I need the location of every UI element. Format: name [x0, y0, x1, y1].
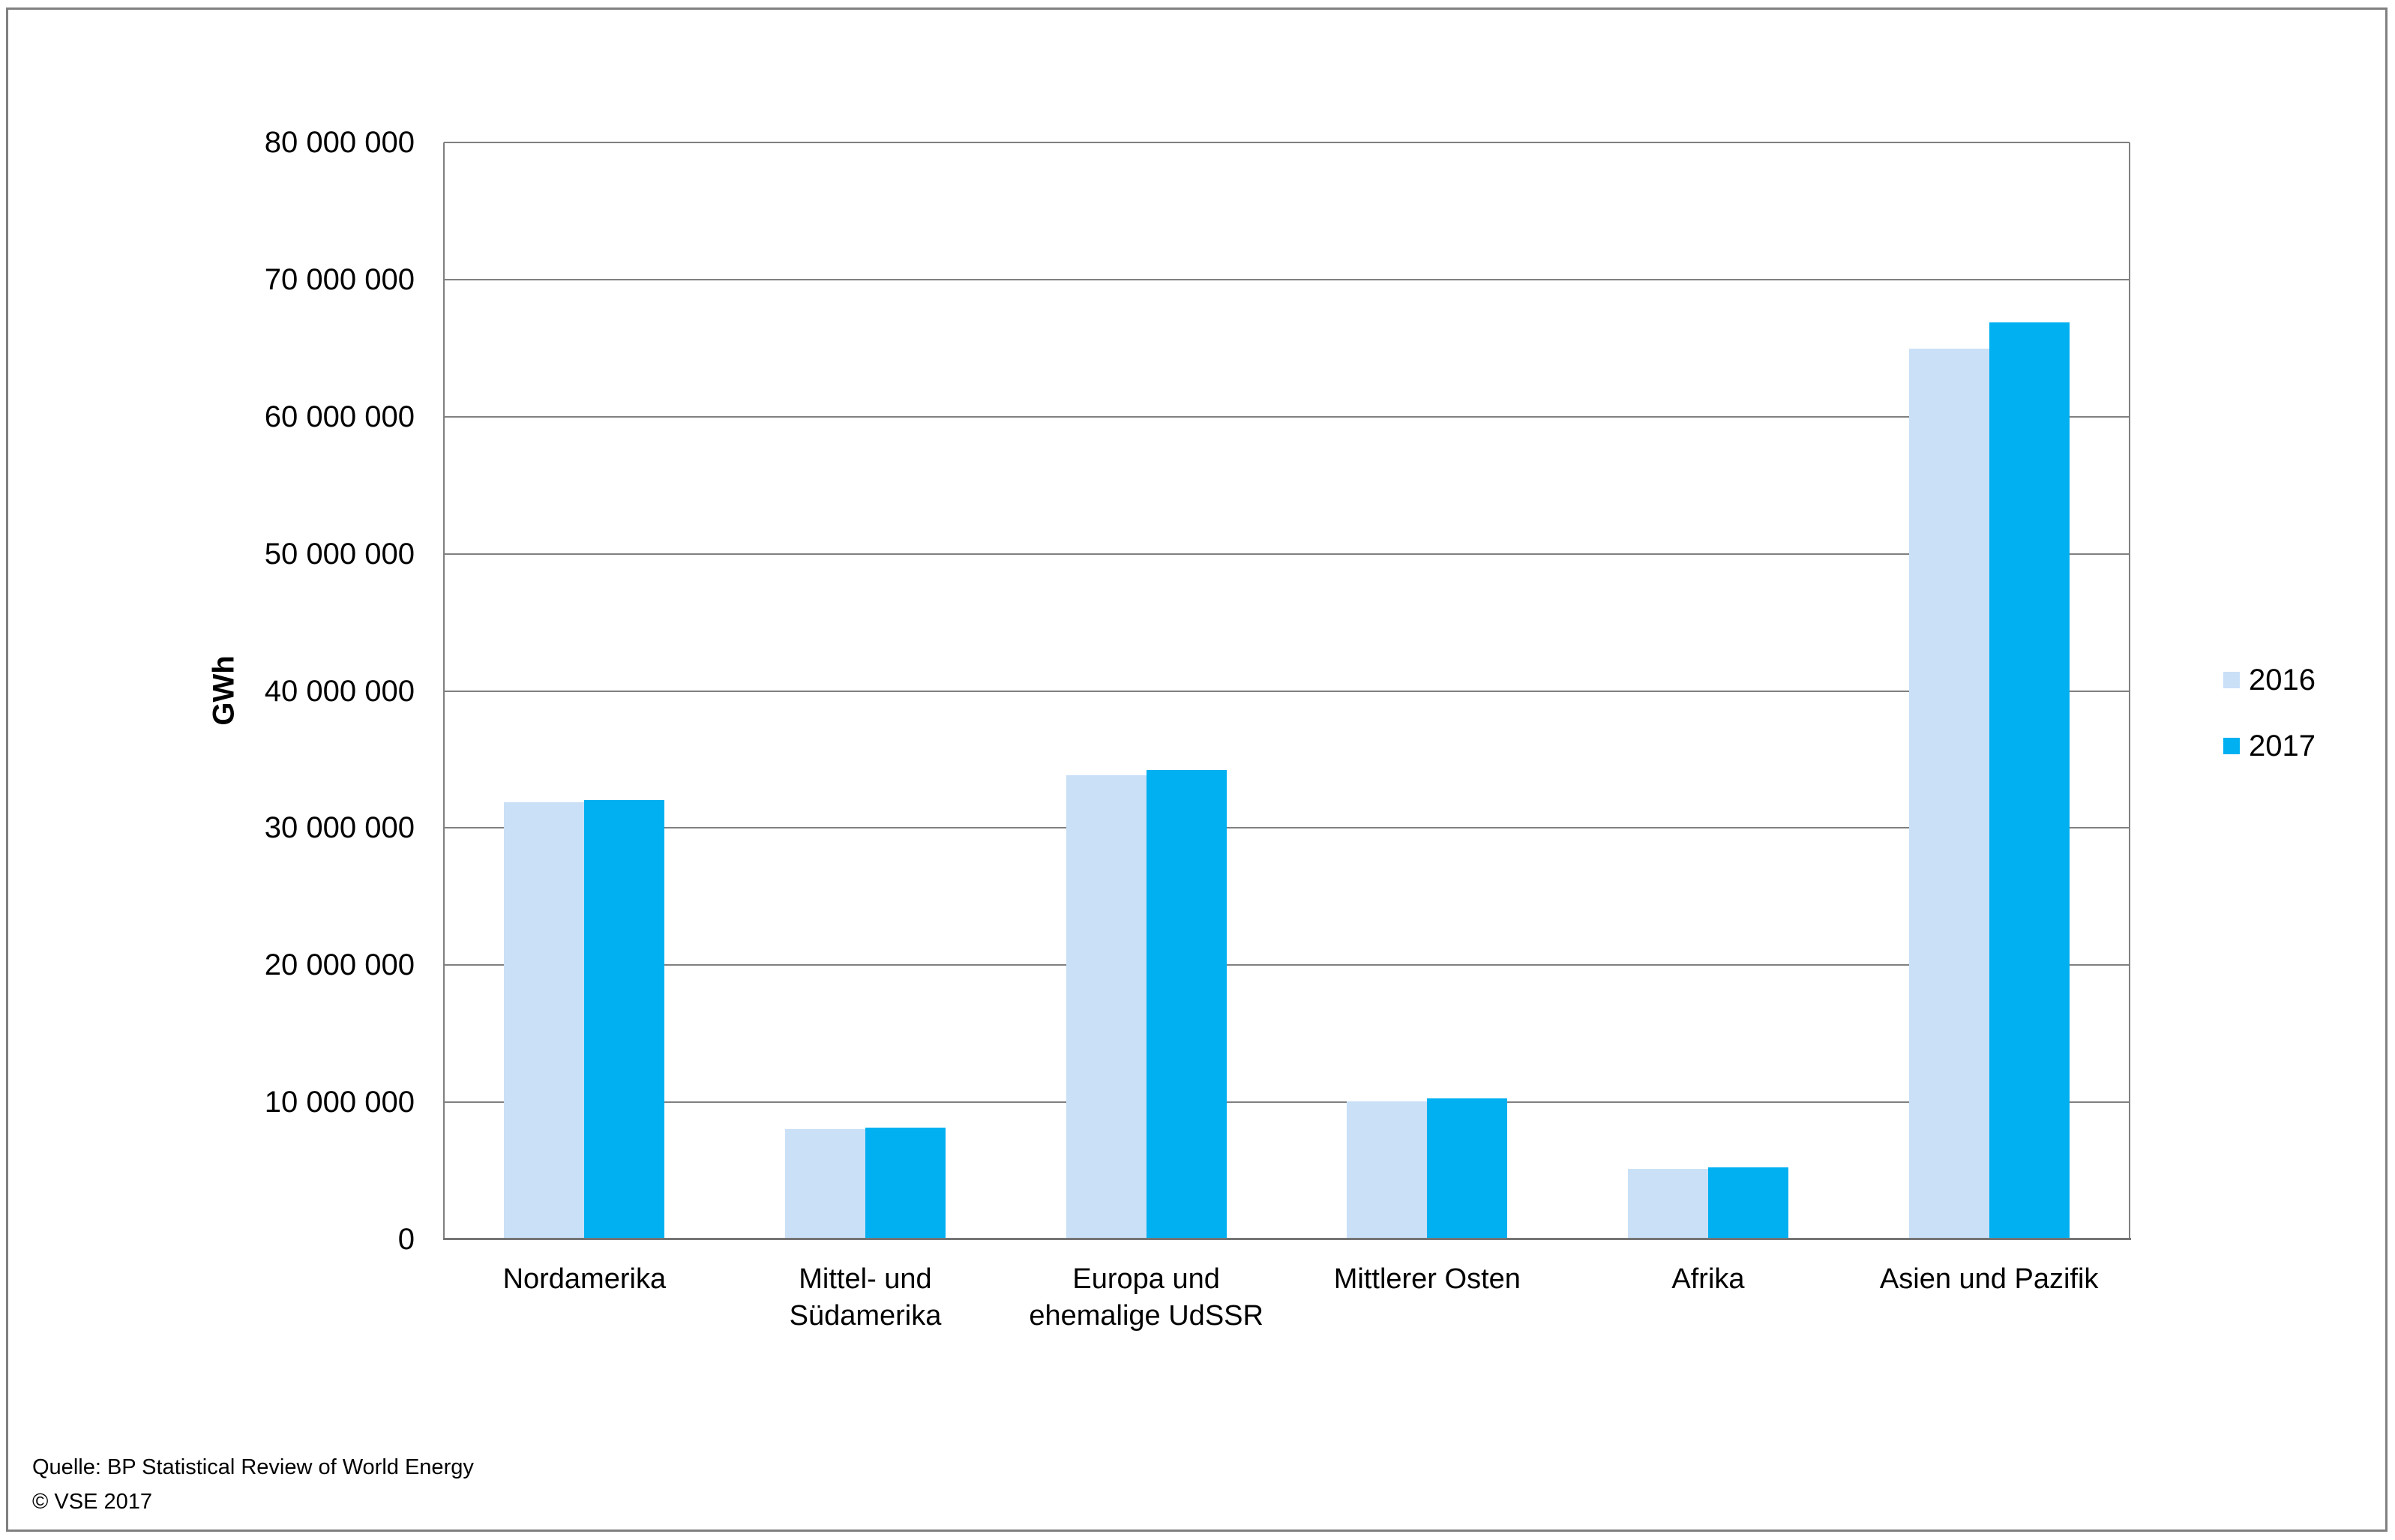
y-tick-label: 40 000 000: [264, 674, 415, 708]
y-axis-line: [443, 142, 445, 1239]
legend-swatch-icon: [2223, 738, 2240, 754]
legend: 2016 2017: [2223, 664, 2316, 796]
gridline: [444, 278, 2130, 280]
gridline: [444, 1101, 2130, 1104]
bar-2016-nordamerika: [504, 802, 585, 1239]
plot-right-border: [2129, 142, 2130, 1239]
gridline: [444, 553, 2130, 555]
y-tick-label: 70 000 000: [264, 262, 415, 296]
legend-label: 2017: [2249, 730, 2316, 763]
gridline: [444, 142, 2130, 143]
source-line-2: © VSE 2017: [32, 1490, 153, 1514]
source-line-1: Quelle: BP Statistical Review of World E…: [32, 1455, 474, 1479]
bar-2017-asien-und-pazifik: [1989, 322, 2070, 1239]
y-tick-label: 20 000 000: [264, 948, 415, 982]
plot-area: [443, 142, 2131, 1240]
x-category-label: Mittel- und Südamerika: [789, 1263, 942, 1332]
x-category-label: Nordamerika: [502, 1263, 667, 1295]
bar-2017-europa-und: [1146, 769, 1227, 1239]
legend-item-2017: 2017: [2223, 730, 2316, 762]
y-tick-label: 50 000 000: [264, 537, 415, 571]
y-tick-label: 60 000 000: [264, 400, 415, 433]
bar-2016-afrika: [1628, 1168, 1708, 1239]
legend-swatch-icon: [2223, 672, 2240, 688]
x-category-label: Asien und Pazifik: [1879, 1263, 2099, 1295]
x-category-label: Mittlerer Osten: [1333, 1263, 1521, 1295]
y-tick-label: 0: [397, 1223, 415, 1256]
y-tick-label: 30 000 000: [264, 811, 415, 845]
gridline: [444, 415, 2130, 418]
bar-2016-mittel-und: [785, 1128, 865, 1239]
bar-2016-asien-und-pazifik: [1908, 349, 1989, 1239]
x-category-label: Europa und ehemalige UdSSR: [1029, 1263, 1263, 1332]
gridline: [444, 827, 2130, 829]
gridline: [444, 690, 2130, 692]
x-axis-line: [443, 1238, 2131, 1240]
gridline: [444, 964, 2130, 966]
figure-border: [6, 7, 2388, 1532]
bar-2017-nordamerika: [584, 799, 665, 1239]
bar-2016-europa-und: [1066, 774, 1147, 1239]
bar-2017-mittlerer-osten: [1427, 1098, 1508, 1239]
x-category-label: Afrika: [1671, 1263, 1745, 1295]
bar-2017-afrika: [1708, 1167, 1788, 1239]
legend-label: 2016: [2249, 664, 2316, 697]
y-tick-label: 80 000 000: [264, 126, 415, 159]
source-note: Quelle: BP Statistical Review of World E…: [32, 1450, 474, 1519]
bar-2017-mittel-und: [865, 1127, 946, 1239]
y-tick-label: 10 000 000: [264, 1086, 415, 1119]
bar-2016-mittlerer-osten: [1347, 1101, 1428, 1239]
legend-item-2016: 2016: [2223, 664, 2316, 696]
